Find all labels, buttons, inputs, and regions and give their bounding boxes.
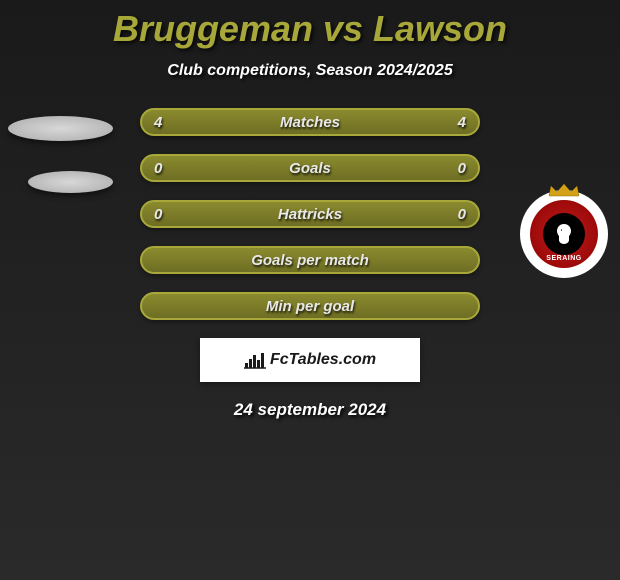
comparison-content: SERAING 4 Matches 4 0 Goals 0 0 Hattrick…: [0, 108, 620, 420]
snapshot-date: 24 september 2024: [0, 400, 620, 420]
badge-center-circle: [543, 213, 585, 255]
stat-left-value: 0: [154, 206, 162, 223]
brand-logo: FcTables.com: [244, 351, 376, 369]
source-logo-box: FcTables.com: [200, 338, 420, 382]
badge-text: SERAING: [546, 255, 581, 262]
badge-inner-circle: SERAING: [530, 200, 598, 268]
stat-left-value: 0: [154, 160, 162, 177]
stat-right-value: 0: [458, 160, 466, 177]
stat-left-value: 4: [154, 114, 162, 131]
placeholder-ellipse-icon: [28, 171, 113, 193]
stat-label: Min per goal: [154, 298, 466, 315]
stat-row-matches: 4 Matches 4: [140, 108, 480, 136]
stat-row-hattricks: 0 Hattricks 0: [140, 200, 480, 228]
brand-text: FcTables.com: [270, 351, 376, 369]
badge-outer-ring: SERAING: [520, 190, 608, 278]
lion-icon: [550, 220, 578, 248]
stat-label: Hattricks: [162, 206, 457, 223]
bar-chart-icon: [244, 351, 266, 369]
stat-right-value: 4: [458, 114, 466, 131]
season-subtitle: Club competitions, Season 2024/2025: [0, 62, 620, 80]
stat-row-gpm: Goals per match: [140, 246, 480, 274]
placeholder-ellipse-icon: [8, 116, 113, 141]
stat-right-value: 0: [458, 206, 466, 223]
crown-icon: [547, 184, 581, 198]
stat-label: Goals: [162, 160, 457, 177]
comparison-title: Bruggeman vs Lawson: [0, 0, 620, 50]
stat-label: Goals per match: [154, 252, 466, 269]
stat-label: Matches: [162, 114, 457, 131]
stat-row-goals: 0 Goals 0: [140, 154, 480, 182]
stat-row-mpg: Min per goal: [140, 292, 480, 320]
right-team-badge: SERAING: [520, 190, 608, 278]
stat-bars: 4 Matches 4 0 Goals 0 0 Hattricks 0 Goal…: [140, 108, 480, 320]
left-player-placeholder: [8, 108, 113, 193]
